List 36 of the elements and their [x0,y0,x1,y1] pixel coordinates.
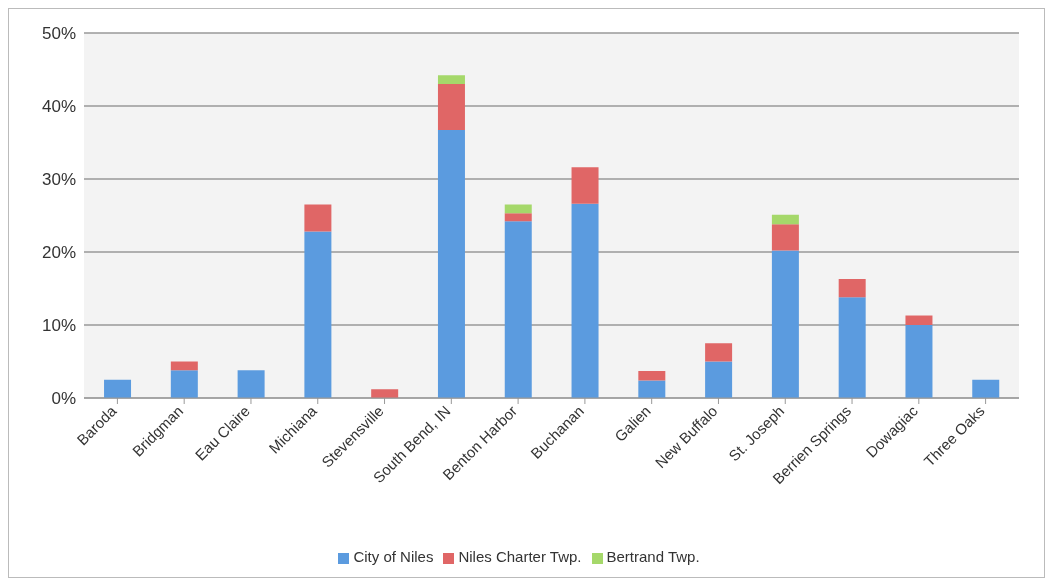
bar [771,250,799,398]
y-tick-label: 40% [41,97,76,117]
bar [771,214,799,225]
y-tick-label: 10% [41,316,76,336]
y-tick-label: 30% [41,170,76,190]
bar [237,370,265,398]
bar [838,297,866,398]
bar [771,224,799,251]
bar [304,204,332,232]
bar [437,130,465,398]
y-tick-label: 20% [41,243,76,263]
bar [304,231,332,398]
bar [638,380,666,398]
bar [972,379,1000,398]
bar [705,343,733,362]
bar [905,325,933,398]
legend-label: Niles Charter Twp. [458,548,582,565]
legend-label: City of Niles [353,548,434,565]
bar [504,204,532,214]
bar [571,167,599,204]
bar [504,213,532,222]
y-tick-label: 0% [51,389,76,409]
bar [571,203,599,398]
bar [838,279,866,298]
bar [504,221,532,398]
bar [437,84,465,131]
bar [104,379,132,398]
bar [705,361,733,398]
bar [371,389,399,398]
bar [638,370,666,381]
bar [170,361,198,371]
bar [170,370,198,398]
legend-label: Bertrand Twp. [606,548,700,565]
bar [905,315,933,325]
bar [437,75,465,85]
y-tick-label: 50% [41,24,76,44]
